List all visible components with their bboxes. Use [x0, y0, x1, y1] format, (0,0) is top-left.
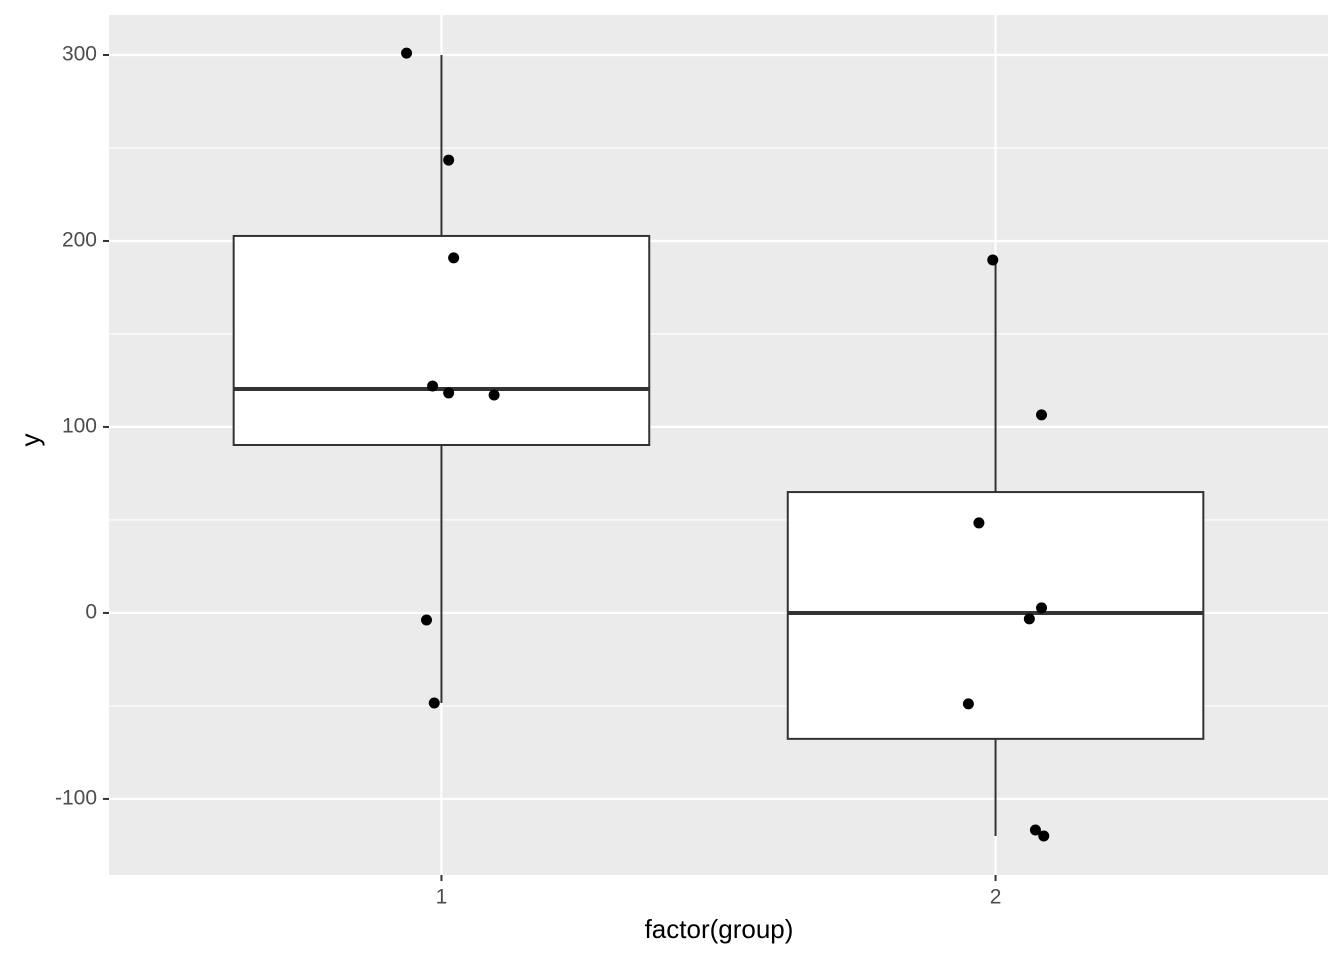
- point: [443, 387, 455, 399]
- point: [1036, 409, 1048, 421]
- y-axis-label: y: [15, 434, 45, 447]
- point: [1036, 602, 1048, 614]
- point: [448, 252, 460, 264]
- box: [232, 234, 651, 446]
- point: [420, 614, 432, 626]
- y-tick-label: 200: [62, 229, 97, 252]
- point: [973, 517, 985, 529]
- box: [786, 491, 1205, 740]
- point: [488, 389, 500, 401]
- x-tick-label: 1: [436, 886, 448, 909]
- point: [443, 154, 455, 166]
- x-tick-label: 2: [990, 886, 1002, 909]
- y-tick-label: 0: [85, 600, 97, 623]
- point: [1038, 830, 1050, 842]
- y-tick-label: 300: [62, 43, 97, 66]
- y-tick-label: -100: [55, 786, 97, 809]
- point: [1023, 613, 1035, 625]
- y-tick-label: 100: [62, 415, 97, 438]
- point: [428, 697, 440, 709]
- point: [987, 254, 999, 266]
- point: [962, 698, 974, 710]
- point: [1029, 824, 1041, 836]
- point: [427, 380, 439, 392]
- x-axis-label: factor(group): [645, 914, 794, 944]
- point: [401, 47, 413, 59]
